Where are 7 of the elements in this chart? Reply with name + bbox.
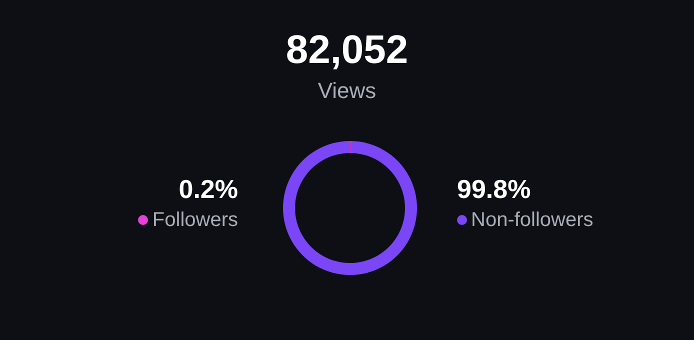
legend-label: Followers — [152, 208, 238, 233]
legend-label: Non-followers — [471, 208, 594, 233]
data-label: 0.2% — [178, 173, 238, 206]
donut-slice — [283, 141, 417, 275]
data-label: 99.8% — [457, 173, 532, 206]
chart-title: 82,052 — [284, 27, 410, 74]
chart-subtitle: Views — [316, 77, 378, 105]
